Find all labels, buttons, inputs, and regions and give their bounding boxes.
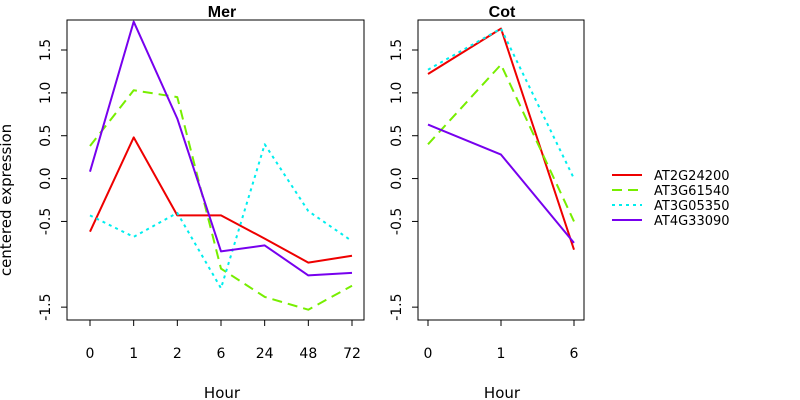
series-line-at3g61540 (427, 63, 575, 222)
series-line-at3g05350 (89, 143, 353, 290)
x-tick-label: 1 (129, 346, 138, 362)
y-tick-label: -0.5 (389, 208, 405, 235)
x-tick-label: 48 (299, 346, 317, 362)
series-line-at3g61540 (89, 89, 353, 311)
x-tick-label: 6 (217, 346, 226, 362)
y-axis-label: centered expression (0, 124, 15, 276)
legend-label: AT2G24200 (654, 169, 730, 184)
x-tick-label: 0 (86, 346, 95, 362)
legend-label: AT3G61540 (654, 184, 730, 199)
series-line-at2g24200 (427, 27, 575, 251)
panel-cot: Cot Hour -1.5 -0.5 0.0 0.5 1.0 1.5 0 1 6 (389, 4, 585, 400)
series-line-at4g33090 (427, 123, 575, 244)
y-tick-label: -0.5 (38, 208, 54, 235)
x-tick-label: 24 (256, 346, 274, 362)
x-axis-label: Hour (204, 384, 241, 400)
y-tick-label: 0.5 (38, 125, 54, 147)
panel-title: Mer (208, 4, 236, 21)
series-line-at4g33090 (89, 20, 353, 277)
y-tick-label: 0.0 (38, 167, 54, 189)
panel-title: Cot (489, 4, 516, 21)
y-tick-label: 1.5 (389, 39, 405, 61)
x-tick-label: 1 (497, 346, 506, 362)
y-tick-label: 1.0 (389, 82, 405, 104)
panel-mer: Mer Hour -1.5 -0.5 0.0 0.5 1.0 1.5 0 1 2 6 24 48 72 (38, 4, 365, 400)
y-tick-label: 1.5 (38, 39, 54, 61)
y-tick-label: -1.5 (389, 293, 405, 320)
x-tick-label: 6 (570, 346, 579, 362)
x-tick-label: 72 (343, 346, 361, 362)
y-tick-label: -1.5 (38, 293, 54, 320)
x-tick-label: 0 (424, 346, 433, 362)
series-line-at2g24200 (89, 136, 353, 264)
x-axis-label: Hour (484, 384, 521, 400)
y-tick-label: 0.0 (389, 167, 405, 189)
y-tick-label: 1.0 (38, 82, 54, 104)
legend-label: AT3G05350 (654, 199, 730, 214)
x-tick-label: 2 (173, 346, 182, 362)
legend-label: AT4G33090 (654, 214, 730, 229)
y-tick-label: 0.5 (389, 125, 405, 147)
